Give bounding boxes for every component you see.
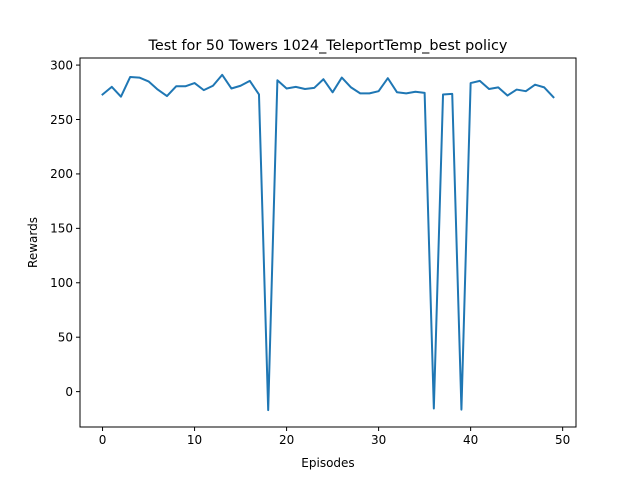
y-tick-label: 200 <box>50 167 73 181</box>
x-tick-label: 0 <box>99 433 107 447</box>
x-tick-label: 50 <box>555 433 570 447</box>
y-tick-label: 0 <box>65 385 73 399</box>
x-tick-label: 10 <box>187 433 202 447</box>
series-line-rewards <box>101 73 555 412</box>
x-tick-label: 20 <box>279 433 294 447</box>
x-axis-title: Episodes <box>301 456 354 470</box>
plot-area-frame <box>79 57 577 428</box>
y-axis-title: Rewards <box>26 217 40 268</box>
x-tick-label: 40 <box>463 433 478 447</box>
y-tick-label: 50 <box>58 330 73 344</box>
x-tick-label: 30 <box>371 433 386 447</box>
chart-title: Test for 50 Towers 1024_TeleportTemp_bes… <box>148 38 508 54</box>
y-tick-label: 300 <box>50 58 73 72</box>
y-tick-label: 100 <box>50 276 73 290</box>
y-tick-label: 250 <box>50 113 73 127</box>
axis-ticks: 0 10 20 30 40 50 0 50 100 150 200 250 300 <box>50 58 570 447</box>
y-tick-label: 150 <box>50 222 73 236</box>
